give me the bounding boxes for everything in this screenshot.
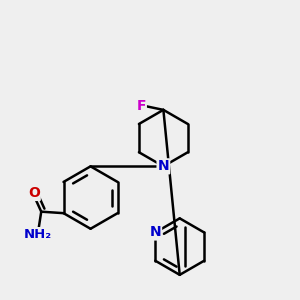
Text: NH₂: NH₂ — [24, 228, 52, 241]
Text: N: N — [149, 226, 161, 239]
Text: O: O — [28, 186, 40, 200]
Text: F: F — [136, 99, 146, 113]
Text: N: N — [158, 159, 169, 173]
